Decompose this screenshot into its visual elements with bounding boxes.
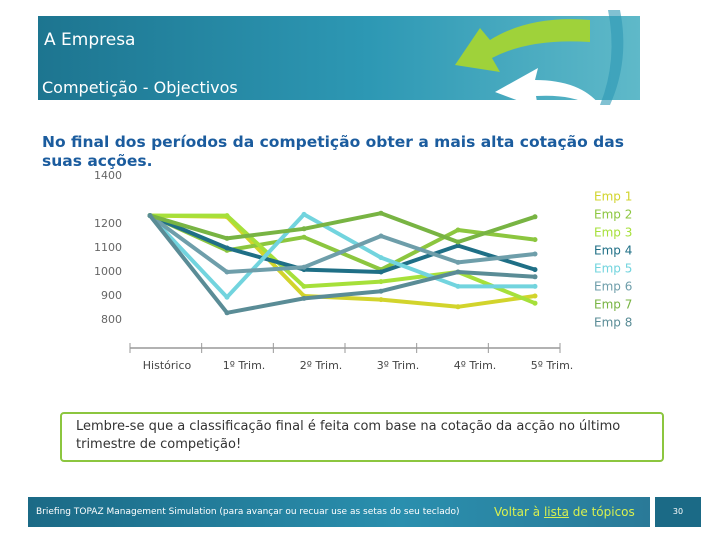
legend-entry: Emp 4: [594, 244, 632, 258]
data-point: [224, 213, 230, 219]
header-title: A Empresa: [44, 30, 136, 50]
data-point: [532, 237, 538, 243]
y-tick-label: 1000: [94, 265, 122, 278]
legend-entry: Emp 5: [594, 262, 632, 276]
data-point: [301, 295, 307, 301]
footer-text: Briefing TOPAZ Management Simulation (pa…: [36, 507, 460, 517]
y-tick-label: 1200: [94, 217, 122, 230]
data-point: [224, 294, 230, 300]
legend-entry: Emp 8: [594, 316, 632, 330]
data-point: [378, 210, 384, 216]
data-point: [455, 259, 461, 265]
series-line: [148, 213, 536, 274]
line-chart: 1400 1200 1100 1000 900 800 Histórico 1º Trim. 2…: [94, 169, 632, 372]
data-point: [301, 283, 307, 289]
data-point: [378, 288, 384, 294]
arrow-swoosh: [600, 10, 624, 105]
footer-band: [28, 497, 650, 527]
x-tick-label: 1º Trim.: [223, 359, 266, 372]
data-point: [378, 297, 384, 303]
legend-entry: Emp 1: [594, 190, 632, 204]
data-point: [455, 304, 461, 310]
page-number-box: [655, 497, 701, 527]
data-point: [301, 264, 307, 270]
data-point: [532, 267, 538, 273]
data-point: [532, 214, 538, 220]
note-box: Lembre-se que a classificação final é fe…: [60, 412, 664, 462]
series-line: [148, 214, 536, 315]
data-point: [455, 239, 461, 245]
header-subtitle: Competição - Objectivos: [42, 78, 238, 97]
x-tick-label: 4º Trim.: [454, 359, 497, 372]
data-point: [455, 283, 461, 289]
link-text[interactable]: lista: [543, 505, 569, 519]
series-line: [148, 212, 535, 300]
data-point: [455, 227, 461, 233]
data-point: [301, 234, 307, 240]
y-tick-label: 800: [101, 313, 122, 326]
legend-entry: Emp 6: [594, 280, 632, 294]
data-point: [455, 269, 461, 275]
legend-entry: Emp 7: [594, 298, 632, 312]
arrow-green: [455, 19, 590, 72]
data-point: [224, 245, 230, 251]
y-tick-label: 1100: [94, 241, 122, 254]
data-point: [532, 274, 538, 280]
y-tick-label: 1400: [94, 169, 122, 182]
data-point: [532, 300, 538, 306]
series-line: [150, 213, 536, 306]
page-number: 30: [672, 507, 684, 516]
arrow-white: [495, 68, 600, 105]
back-link[interactable]: Voltar à lista de tópicos: [494, 505, 635, 519]
series-line: [149, 211, 536, 244]
legend-entry: Emp 2: [594, 208, 632, 222]
data-point: [224, 310, 230, 316]
x-tick-label: Histórico: [143, 359, 192, 372]
y-tick-label: 900: [101, 289, 122, 302]
x-tick-label: 5º Trim.: [531, 359, 574, 372]
link-text[interactable]: Voltar à: [494, 505, 541, 519]
data-point: [455, 243, 461, 249]
x-tick-label: 2º Trim.: [300, 359, 343, 372]
data-point: [532, 283, 538, 289]
link-text[interactable]: de tópicos: [572, 505, 635, 519]
data-point: [532, 293, 538, 299]
x-tick-label: 3º Trim.: [377, 359, 420, 372]
series-line: [149, 213, 536, 274]
data-point: [378, 233, 384, 239]
data-point: [224, 269, 230, 275]
data-point: [147, 213, 153, 219]
legend-entry: Emp 3: [594, 226, 632, 240]
objective-text: No final dos períodos da competição obte…: [42, 133, 624, 170]
data-point: [301, 226, 307, 232]
data-point: [532, 251, 538, 257]
data-point: [301, 211, 307, 217]
data-point: [224, 235, 230, 241]
data-point: [378, 255, 384, 261]
data-point: [378, 269, 384, 275]
data-point: [378, 279, 384, 285]
header-arrows: [455, 10, 624, 105]
